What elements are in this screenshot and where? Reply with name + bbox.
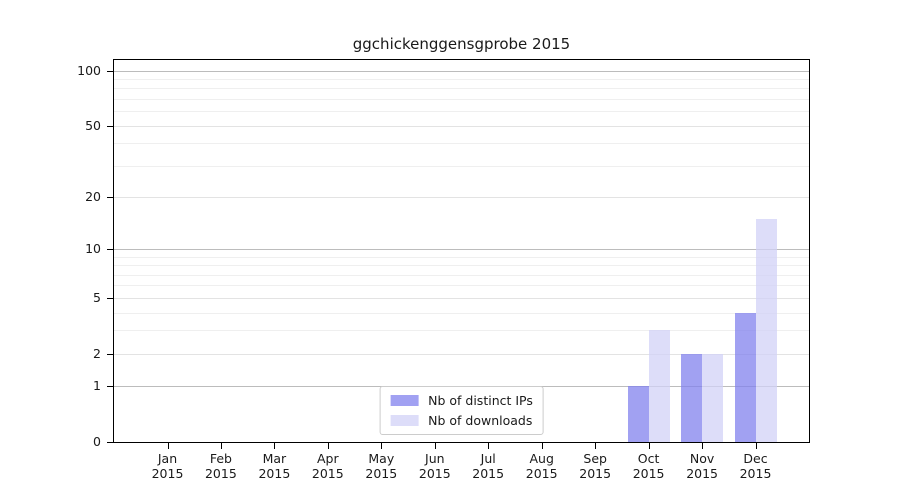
x-tick-mark-nov bbox=[702, 443, 704, 449]
x-tick-label-jun: Jun 2015 bbox=[418, 451, 451, 481]
y-gridline-20 bbox=[114, 197, 809, 198]
x-tick-label-may: May 2015 bbox=[365, 451, 398, 481]
y-gridline-40 bbox=[114, 143, 809, 145]
y-tick-label-1: 1 bbox=[93, 378, 101, 394]
y-tick-mark-1 bbox=[107, 386, 113, 388]
y-gridline-8 bbox=[114, 265, 809, 267]
y-gridline-2 bbox=[114, 353, 809, 355]
y-gridline-100 bbox=[114, 70, 809, 72]
x-tick-mark-jun bbox=[434, 443, 436, 449]
x-tick-label-apr: Apr 2015 bbox=[311, 451, 344, 481]
bar-oct-distinct-ips bbox=[627, 386, 649, 442]
y-tick-label-2: 2 bbox=[93, 345, 101, 361]
y-tick-mark-100 bbox=[107, 70, 113, 72]
x-tick-label-aug: Aug 2015 bbox=[525, 451, 558, 481]
y-gridline-30 bbox=[114, 165, 809, 167]
y-gridline-9 bbox=[114, 256, 809, 258]
bar-nov-downloads bbox=[702, 353, 724, 442]
legend-swatch-distinct-ips bbox=[390, 395, 419, 406]
y-gridline-7 bbox=[114, 274, 809, 276]
legend-swatch-downloads bbox=[390, 415, 419, 426]
y-tick-mark-10 bbox=[107, 249, 113, 250]
x-tick-mark-oct bbox=[648, 443, 650, 449]
x-tick-mark-apr bbox=[327, 443, 329, 449]
y-tick-mark-20 bbox=[107, 197, 113, 198]
y-tick-label-50: 50 bbox=[85, 117, 101, 133]
y-gridline-70 bbox=[114, 99, 809, 100]
x-tick-label-nov: Nov 2015 bbox=[686, 451, 718, 481]
y-tick-mark-0 bbox=[107, 442, 113, 443]
y-gridline-80 bbox=[114, 88, 809, 90]
x-tick-mark-may bbox=[381, 443, 383, 449]
y-gridline-50 bbox=[114, 125, 809, 127]
y-tick-mark-5 bbox=[107, 297, 113, 299]
x-tick-label-mar: Mar 2015 bbox=[258, 451, 291, 481]
y-tick-label-20: 20 bbox=[85, 189, 101, 204]
y-gridline-90 bbox=[114, 79, 809, 80]
y-gridline-5 bbox=[114, 297, 809, 299]
legend-label-distinct-ips: Nb of distinct IPs bbox=[428, 393, 533, 408]
chart-title: ggchickenggensgprobe 2015 bbox=[352, 35, 571, 53]
x-tick-mark-feb bbox=[220, 443, 222, 449]
y-tick-label-10: 10 bbox=[85, 241, 101, 256]
y-tick-mark-2 bbox=[107, 353, 113, 355]
y-tick-mark-50 bbox=[107, 125, 113, 127]
y-tick-label-5: 5 bbox=[93, 289, 101, 305]
y-gridline-10 bbox=[114, 249, 809, 250]
y-gridline-3 bbox=[114, 330, 809, 332]
bar-dec-downloads bbox=[755, 218, 777, 442]
y-tick-label-100: 100 bbox=[77, 62, 101, 78]
bar-dec-distinct-ips bbox=[734, 312, 756, 442]
x-tick-label-oct: Oct 2015 bbox=[632, 451, 665, 481]
plot-inner: Nb of distinct IPs Nb of downloads bbox=[114, 60, 809, 442]
x-tick-mark-mar bbox=[274, 443, 276, 449]
bar-nov-distinct-ips bbox=[681, 353, 703, 442]
x-tick-mark-jul bbox=[488, 443, 490, 449]
x-tick-mark-sep bbox=[595, 443, 597, 449]
legend-item-distinct-ips: Nb of distinct IPs bbox=[390, 393, 533, 408]
x-tick-label-sep: Sep 2015 bbox=[579, 451, 612, 481]
x-tick-label-jan: Jan 2015 bbox=[151, 451, 184, 481]
y-gridline-4 bbox=[114, 312, 809, 314]
x-tick-label-jul: Jul 2015 bbox=[472, 451, 505, 481]
plot-area: Nb of distinct IPs Nb of downloads bbox=[113, 59, 810, 443]
bar-oct-downloads bbox=[648, 330, 670, 442]
x-tick-label-dec: Dec 2015 bbox=[739, 451, 772, 481]
y-gridline-60 bbox=[114, 111, 809, 113]
legend-item-downloads: Nb of downloads bbox=[390, 413, 533, 428]
x-tick-mark-aug bbox=[541, 443, 543, 449]
x-tick-label-feb: Feb 2015 bbox=[204, 451, 237, 481]
legend: Nb of distinct IPs Nb of downloads bbox=[379, 386, 544, 435]
x-tick-mark-jan bbox=[167, 443, 169, 449]
y-tick-label-0: 0 bbox=[93, 434, 101, 449]
legend-label-downloads: Nb of downloads bbox=[428, 413, 533, 428]
x-tick-mark-dec bbox=[755, 443, 757, 449]
y-gridline-6 bbox=[114, 285, 809, 287]
